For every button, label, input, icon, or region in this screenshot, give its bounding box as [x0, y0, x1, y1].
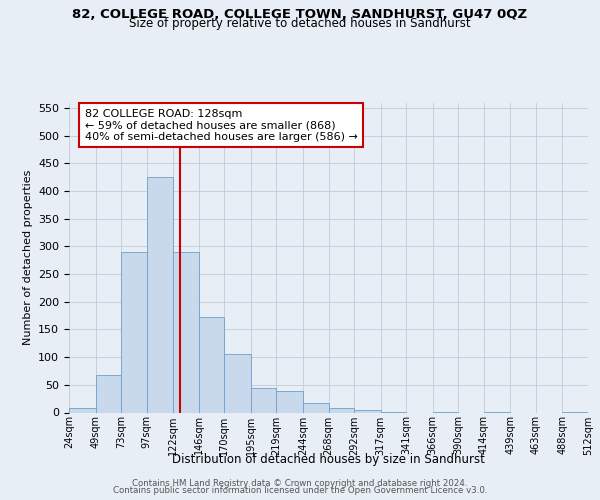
- Bar: [354, 410, 380, 412]
- Bar: [199, 316, 224, 412]
- Text: Contains public sector information licensed under the Open Government Licence v3: Contains public sector information licen…: [113, 486, 487, 495]
- Text: Distribution of detached houses by size in Sandhurst: Distribution of detached houses by size …: [172, 452, 485, 466]
- Bar: [121, 252, 146, 412]
- Bar: [69, 408, 95, 412]
- Bar: [303, 402, 329, 412]
- Y-axis label: Number of detached properties: Number of detached properties: [23, 170, 32, 345]
- Bar: [95, 375, 121, 412]
- Bar: [224, 354, 251, 412]
- Text: Contains HM Land Registry data © Crown copyright and database right 2024.: Contains HM Land Registry data © Crown c…: [132, 478, 468, 488]
- Bar: [251, 388, 277, 412]
- Bar: [329, 408, 354, 412]
- Text: Size of property relative to detached houses in Sandhurst: Size of property relative to detached ho…: [129, 18, 471, 30]
- Bar: [146, 177, 173, 412]
- Text: 82, COLLEGE ROAD, COLLEGE TOWN, SANDHURST, GU47 0QZ: 82, COLLEGE ROAD, COLLEGE TOWN, SANDHURS…: [73, 8, 527, 20]
- Text: 82 COLLEGE ROAD: 128sqm
← 59% of detached houses are smaller (868)
40% of semi-d: 82 COLLEGE ROAD: 128sqm ← 59% of detache…: [85, 108, 358, 142]
- Bar: [173, 252, 199, 412]
- Bar: [277, 392, 303, 412]
